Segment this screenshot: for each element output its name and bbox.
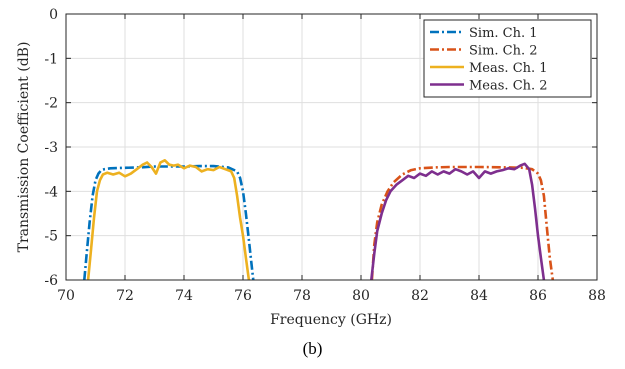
x-tick-label: 78 [293, 288, 311, 304]
legend-label: Meas. Ch. 2 [469, 79, 548, 94]
x-tick-label: 70 [57, 288, 75, 304]
y-tick-label: -1 [44, 51, 58, 67]
y-tick-label: -6 [44, 273, 58, 289]
figure-caption: (b) [302, 339, 323, 358]
y-axis-label: Transmission Coefficient (dB) [16, 42, 32, 253]
y-tick-label: 0 [49, 7, 58, 23]
legend-label: Meas. Ch. 1 [469, 61, 548, 76]
y-tick-label: -2 [44, 96, 58, 112]
legend-label: Sim. Ch. 1 [469, 26, 538, 41]
x-tick-label: 72 [116, 288, 134, 304]
legend: Sim. Ch. 1 Sim. Ch. 2 Meas. Ch. 1 Meas. Ch.… [423, 19, 592, 98]
x-axis: 70 72 74 76 78 80 82 84 86 88 [57, 14, 606, 304]
y-tick-label: -3 [44, 140, 58, 156]
series-line-meas-ch-1 [86, 159, 251, 281]
y-tick-label: -5 [44, 229, 58, 245]
x-tick-label: 86 [529, 288, 547, 304]
plot-area [83, 159, 555, 281]
x-axis-label: Frequency (GHz) [270, 312, 392, 328]
y-tick-label: -4 [44, 184, 58, 200]
x-tick-label: 88 [588, 288, 606, 304]
x-tick-label: 80 [352, 288, 370, 304]
x-tick-label: 84 [470, 288, 488, 304]
series-line-meas-ch-2 [370, 162, 546, 281]
y-axis: 0 -1 -2 -3 -4 -5 -6 [44, 7, 597, 289]
series-line-sim-ch-2 [370, 165, 555, 281]
x-tick-label: 76 [234, 288, 252, 304]
x-tick-label: 74 [175, 288, 193, 304]
legend-label: Sim. Ch. 2 [469, 44, 538, 59]
x-tick-label: 82 [411, 288, 429, 304]
series-line-sim-ch-1 [83, 164, 255, 281]
